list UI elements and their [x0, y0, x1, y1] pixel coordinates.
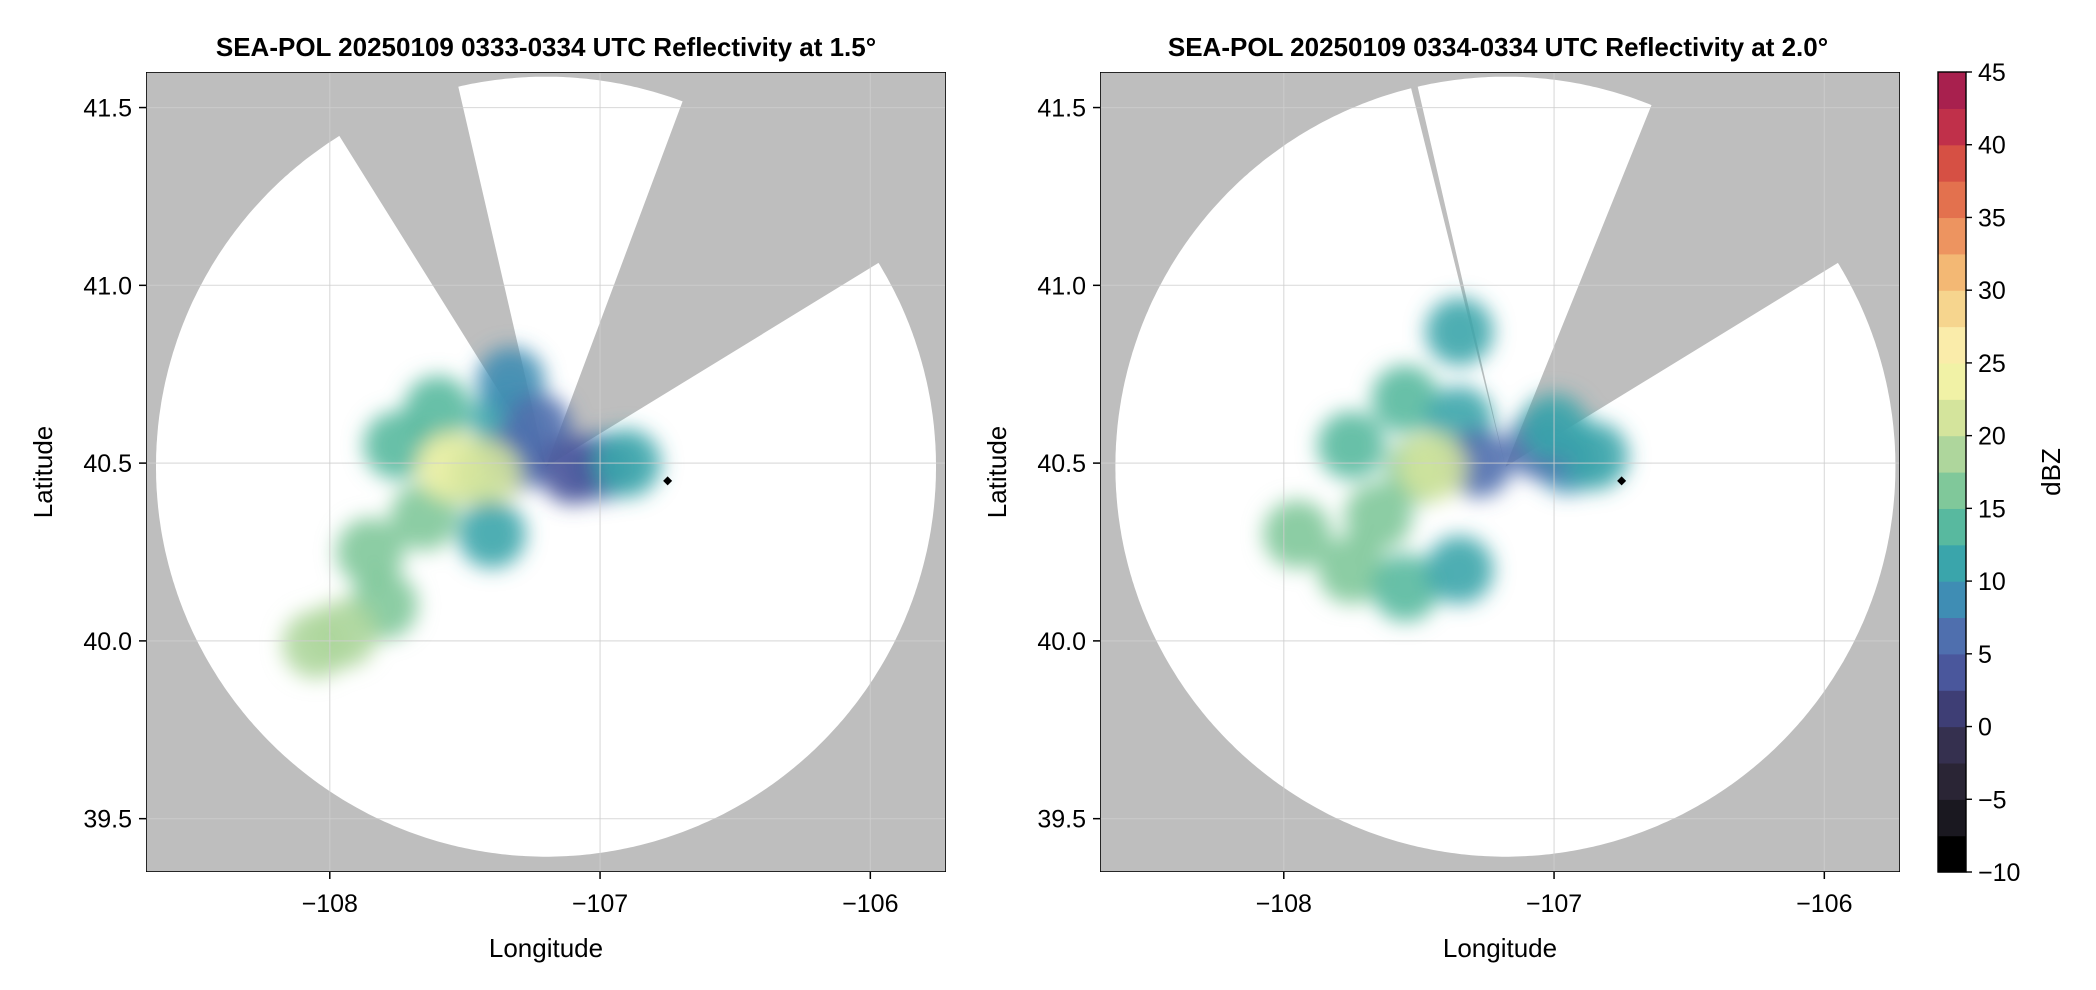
colorbar-band: [1938, 762, 1966, 800]
panel-right-plot-area: [1100, 72, 1900, 872]
colorbar-band: [1938, 253, 1966, 291]
colorbar-frame: [1937, 71, 1967, 873]
y-tick-label: 41.5: [83, 95, 132, 123]
y-tick-label: 39.5: [1037, 806, 1086, 834]
colorbar-band: [1938, 108, 1966, 146]
panel-left-title: SEA-POL 20250109 0333-0334 UTC Reflectiv…: [216, 32, 876, 62]
echo-cell: [1371, 553, 1440, 622]
colorbar-tick-label: −10: [1978, 859, 2020, 887]
panel-right: SEA-POL 20250109 0334-0334 UTC Reflectiv…: [982, 32, 1900, 963]
colorbar-label: dBZ: [2036, 448, 2066, 496]
colorbar: 45 40 35 30 25 20 15 10 5 0 −5 −10 dBZ: [1937, 59, 2066, 887]
panel-left-xlabel: Longitude: [489, 933, 603, 963]
colorbar-tick-label: 0: [1978, 714, 1992, 742]
colorbar-tick-label: 35: [1978, 204, 2006, 232]
y-tick-label: 39.5: [83, 806, 132, 834]
colorbar-bands: [1938, 72, 1966, 873]
y-tick-label: 40.0: [83, 628, 132, 656]
panel-right-xlabel: Longitude: [1443, 933, 1557, 963]
colorbar-band: [1938, 72, 1966, 109]
colorbar-band: [1938, 617, 1966, 655]
colorbar-tick-label: 15: [1978, 495, 2006, 523]
echo-cell: [1263, 500, 1332, 569]
echo-cell: [539, 436, 607, 505]
colorbar-band: [1938, 435, 1966, 473]
panel-left-grid: [146, 72, 946, 872]
colorbar-band: [1938, 835, 1966, 873]
echo-cell: [1317, 411, 1386, 480]
colorbar-band: [1938, 399, 1966, 437]
echo-cell: [1398, 432, 1467, 501]
colorbar-band: [1938, 362, 1966, 400]
colorbar-tick-label: 40: [1978, 132, 2006, 160]
colorbar-tick-label: 25: [1978, 350, 2006, 378]
y-tick-label: 41.0: [1037, 272, 1086, 300]
colorbar-band: [1938, 799, 1966, 837]
panel-right-ylabel: Latitude: [982, 426, 1012, 519]
echo-cell: [390, 482, 459, 551]
colorbar-band: [1938, 508, 1966, 546]
colorbar-band: [1938, 144, 1966, 182]
echo-cell: [1425, 535, 1494, 604]
panel-left-marker-point: [663, 476, 673, 486]
y-tick-label: 40.5: [83, 450, 132, 478]
colorbar-band: [1938, 217, 1966, 255]
y-tick-label: 41.0: [83, 272, 132, 300]
panel-left-plot-area: [146, 72, 946, 872]
x-tick-label: −108: [1256, 890, 1312, 918]
colorbar-band: [1938, 581, 1966, 619]
y-tick-label: 41.5: [1037, 95, 1086, 123]
panel-right-title: SEA-POL 20250109 0334-0334 UTC Reflectiv…: [1168, 32, 1828, 62]
x-tick-label: −107: [572, 890, 628, 918]
colorbar-tick-label: −5: [1978, 786, 2007, 814]
colorbar-band: [1938, 290, 1966, 328]
colorbar-band: [1938, 326, 1966, 364]
panel-left-echoes: [282, 347, 662, 679]
echo-cell: [1425, 297, 1494, 366]
echo-cell: [282, 610, 351, 679]
echo-cell: [336, 518, 405, 586]
colorbar-tick-label: 45: [1978, 59, 2006, 87]
x-tick-label: −108: [302, 890, 358, 918]
x-tick-label: −106: [842, 890, 898, 918]
x-tick-label: −106: [1796, 890, 1852, 918]
colorbar-band: [1938, 653, 1966, 691]
colorbar-band: [1938, 544, 1966, 582]
echo-cell: [1317, 535, 1386, 604]
colorbar-tick-label: 20: [1978, 423, 2006, 451]
colorbar-band: [1938, 726, 1966, 764]
echo-cell: [457, 500, 526, 569]
panel-right-marker-point: [1617, 476, 1627, 486]
colorbar-band: [1938, 472, 1966, 509]
colorbar-ticks: 45 40 35 30 25 20 15 10 5 0 −5 −10: [1966, 59, 2020, 887]
x-tick-label: −107: [1526, 890, 1582, 918]
echo-cell: [452, 439, 521, 508]
panel-left-ylabel: Latitude: [28, 426, 58, 519]
panel-left: SEA-POL 20250109 0333-0334 UTC Reflectiv…: [28, 32, 946, 963]
colorbar-tick-label: 10: [1978, 568, 2006, 596]
colorbar-band: [1938, 181, 1966, 219]
echo-cell: [403, 375, 472, 444]
colorbar-band: [1938, 690, 1966, 728]
y-tick-label: 40.0: [1037, 628, 1086, 656]
echo-cell: [1344, 482, 1413, 551]
y-tick-label: 40.5: [1037, 450, 1086, 478]
colorbar-tick-label: 30: [1978, 277, 2006, 305]
colorbar-tick-label: 5: [1978, 641, 1992, 669]
echo-cell: [1371, 365, 1440, 434]
panel-right-grid: [1100, 72, 1900, 872]
